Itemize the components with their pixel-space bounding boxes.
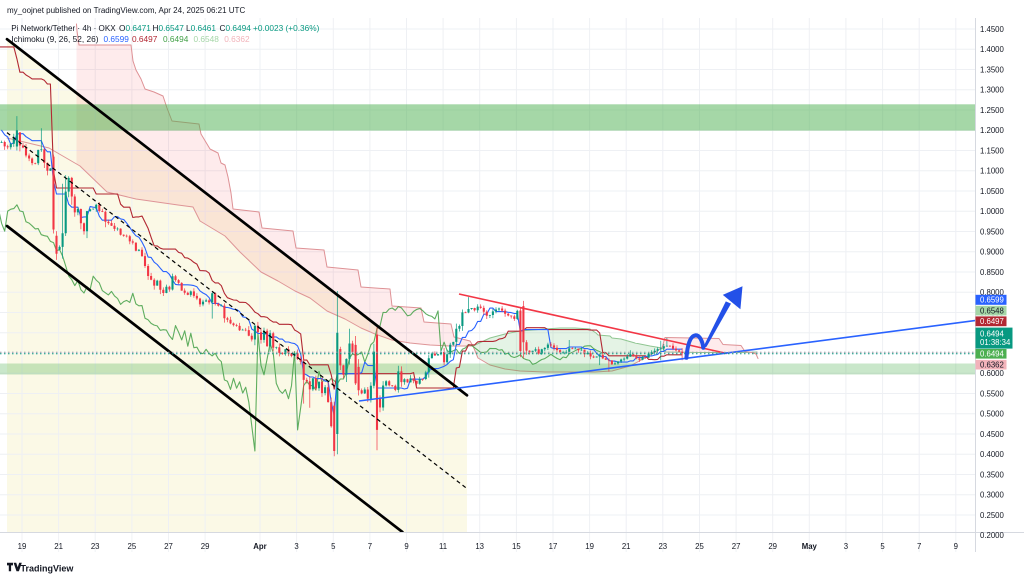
svg-text:Pi Network/Tether · 4h · OKX: Pi Network/Tether · 4h · OKX xyxy=(11,24,116,33)
svg-text:0.6000: 0.6000 xyxy=(980,369,1005,378)
svg-text:1.3500: 1.3500 xyxy=(980,65,1005,74)
svg-text:19: 19 xyxy=(18,542,27,551)
svg-text:C0.6494: C0.6494 xyxy=(220,23,252,33)
svg-text:01:38:34: 01:38:34 xyxy=(980,338,1011,347)
svg-text:21: 21 xyxy=(622,542,631,551)
svg-text:0.6494: 0.6494 xyxy=(163,34,189,44)
svg-text:0.6494: 0.6494 xyxy=(980,329,1005,338)
svg-text:29: 29 xyxy=(768,542,777,551)
svg-text:1.0500: 1.0500 xyxy=(980,187,1005,196)
svg-text:0.9500: 0.9500 xyxy=(980,227,1005,236)
svg-text:TradingView: TradingView xyxy=(21,563,75,573)
svg-text:0.6497: 0.6497 xyxy=(980,317,1004,326)
svg-text:L0.6461: L0.6461 xyxy=(186,23,216,33)
svg-text:Apr: Apr xyxy=(253,542,266,551)
svg-text:May: May xyxy=(802,542,818,551)
svg-text:23: 23 xyxy=(91,542,100,551)
svg-text:0.2000: 0.2000 xyxy=(980,531,1005,540)
svg-text:1.4000: 1.4000 xyxy=(980,45,1005,54)
svg-text:1.2000: 1.2000 xyxy=(980,126,1005,135)
svg-text:+0.0023 (+0.36%): +0.0023 (+0.36%) xyxy=(253,23,320,33)
svg-text:17: 17 xyxy=(549,542,558,551)
svg-text:0.6599: 0.6599 xyxy=(980,296,1004,305)
svg-text:3: 3 xyxy=(294,542,298,551)
svg-text:0.3000: 0.3000 xyxy=(980,491,1005,500)
svg-text:0.6494: 0.6494 xyxy=(980,350,1005,359)
svg-text:0.8000: 0.8000 xyxy=(980,288,1005,297)
svg-text:0.6548: 0.6548 xyxy=(194,34,220,44)
svg-text:9: 9 xyxy=(404,542,408,551)
svg-text:0.2500: 0.2500 xyxy=(980,511,1005,520)
svg-text:0.5500: 0.5500 xyxy=(980,389,1005,398)
svg-text:1.1000: 1.1000 xyxy=(980,167,1005,176)
svg-text:0.8500: 0.8500 xyxy=(980,268,1005,277)
svg-text:1.1500: 1.1500 xyxy=(980,146,1005,155)
svg-text:1.2500: 1.2500 xyxy=(980,106,1005,115)
svg-text:0.9000: 0.9000 xyxy=(980,248,1005,257)
svg-text:0.3500: 0.3500 xyxy=(980,470,1005,479)
svg-text:0.6362: 0.6362 xyxy=(980,361,1004,370)
svg-text:25: 25 xyxy=(128,542,137,551)
svg-text:0.6362: 0.6362 xyxy=(224,34,250,44)
svg-text:0.4500: 0.4500 xyxy=(980,430,1005,439)
svg-text:23: 23 xyxy=(658,542,667,551)
svg-text:21: 21 xyxy=(54,542,63,551)
svg-text:25: 25 xyxy=(695,542,704,551)
svg-text:5: 5 xyxy=(880,542,885,551)
svg-text:1.3000: 1.3000 xyxy=(980,86,1005,95)
svg-text:7: 7 xyxy=(368,542,372,551)
svg-text:0.6599: 0.6599 xyxy=(104,34,130,44)
svg-text:3: 3 xyxy=(844,542,848,551)
svg-text:1.0000: 1.0000 xyxy=(980,207,1005,216)
svg-text:9: 9 xyxy=(954,542,958,551)
svg-text:27: 27 xyxy=(164,542,173,551)
svg-text:5: 5 xyxy=(331,542,336,551)
svg-text:19: 19 xyxy=(585,542,594,551)
svg-text:7: 7 xyxy=(917,542,921,551)
svg-text:my_oojnet published on Trading: my_oojnet published on TradingView.com, … xyxy=(7,6,245,15)
svg-text:0.4000: 0.4000 xyxy=(980,450,1005,459)
svg-text:0.5000: 0.5000 xyxy=(980,410,1005,419)
svg-text:O0.6471: O0.6471 xyxy=(119,23,151,33)
svg-text:0.6548: 0.6548 xyxy=(980,306,1004,315)
svg-text:13: 13 xyxy=(475,542,484,551)
svg-text:Ichimoku (9, 26, 52, 26): Ichimoku (9, 26, 52, 26) xyxy=(11,34,98,44)
svg-text:29: 29 xyxy=(201,542,210,551)
svg-text:11: 11 xyxy=(439,542,447,551)
svg-text:27: 27 xyxy=(732,542,741,551)
svg-text:0.6497: 0.6497 xyxy=(132,34,158,44)
svg-text:H0.6547: H0.6547 xyxy=(153,23,185,33)
svg-text:1.4500: 1.4500 xyxy=(980,25,1005,34)
svg-text:15: 15 xyxy=(512,542,521,551)
